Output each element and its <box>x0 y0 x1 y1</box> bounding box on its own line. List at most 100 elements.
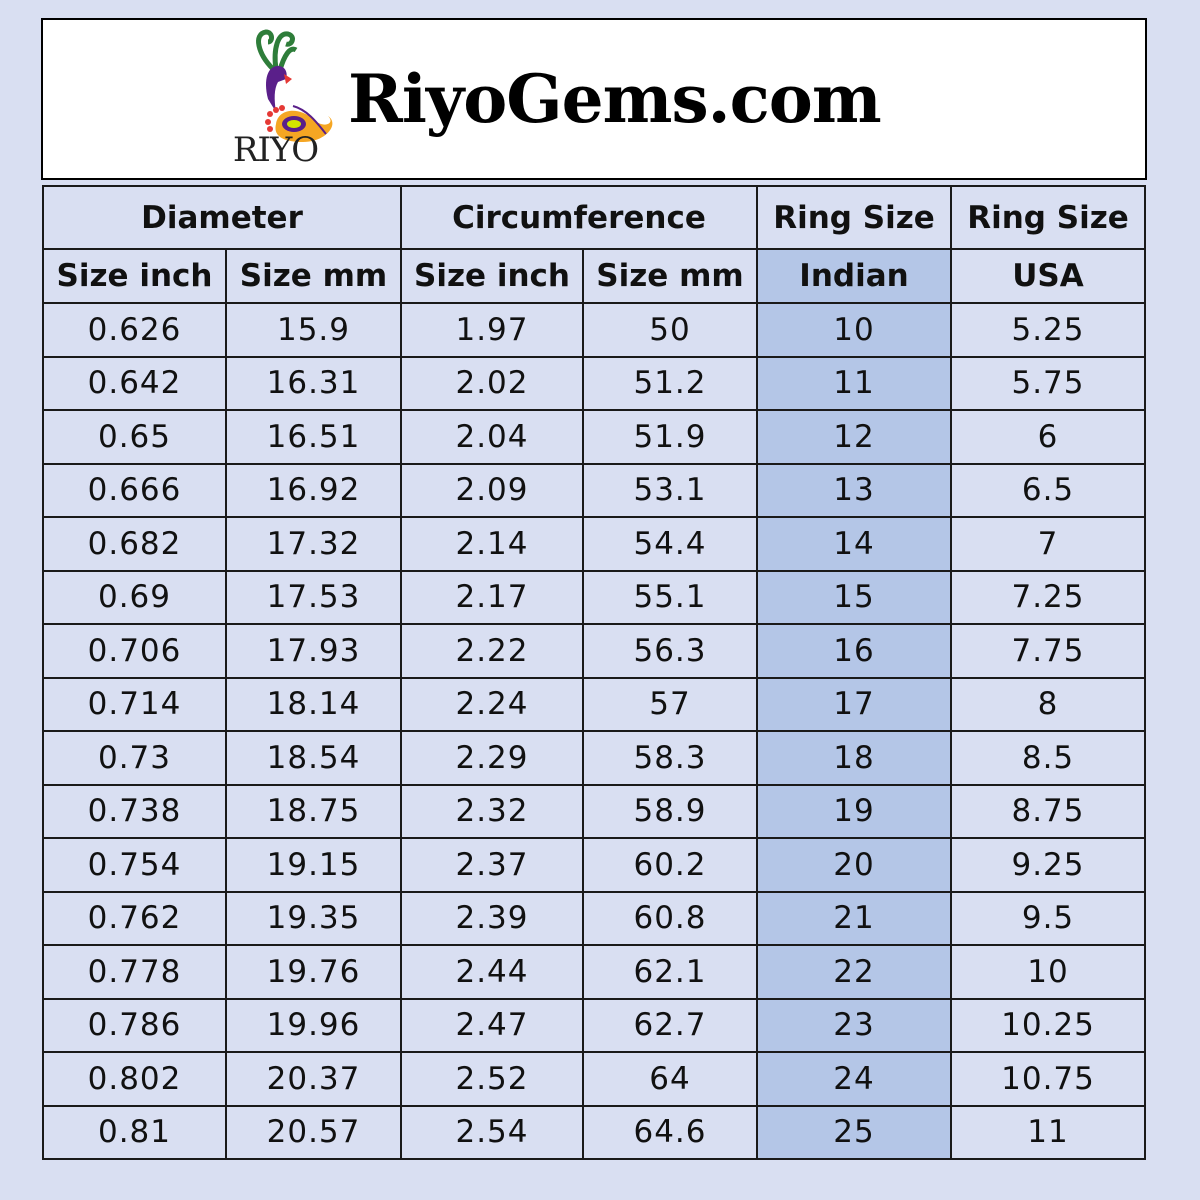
table-row: 0.642 16.31 2.02 51.2 11 5.75 <box>42 355 1146 411</box>
cell-indian-size: 16 <box>756 623 952 679</box>
cell-circumference-mm: 58.3 <box>582 730 758 786</box>
cell-circumference-inch: 2.37 <box>400 837 584 893</box>
cell-diameter-inch: 0.65 <box>42 409 227 465</box>
table-row: 0.786 19.96 2.47 62.7 23 10.25 <box>42 997 1146 1053</box>
cell-usa-size: 10.75 <box>950 1051 1146 1107</box>
table-row: 0.682 17.32 2.14 54.4 14 7 <box>42 516 1146 572</box>
cell-indian-size: 14 <box>756 516 952 572</box>
cell-circumference-mm: 54.4 <box>582 516 758 572</box>
cell-diameter-mm: 17.53 <box>225 569 402 625</box>
cell-indian-size: 15 <box>756 569 952 625</box>
cell-circumference-mm: 51.9 <box>582 409 758 465</box>
cell-usa-size: 8 <box>950 676 1146 732</box>
cell-diameter-inch: 0.754 <box>42 837 227 893</box>
cell-diameter-mm: 20.57 <box>225 1104 402 1160</box>
cell-diameter-inch: 0.73 <box>42 730 227 786</box>
peacock-logo-icon <box>256 29 333 142</box>
cell-circumference-inch: 2.22 <box>400 623 584 679</box>
cell-diameter-mm: 18.14 <box>225 676 402 732</box>
cell-circumference-mm: 60.2 <box>582 837 758 893</box>
header-diameter: Diameter <box>42 185 402 250</box>
col-circumference-inch: Size inch <box>400 248 584 304</box>
col-circumference-mm: Size mm <box>582 248 758 304</box>
cell-usa-size: 5.75 <box>950 355 1146 411</box>
cell-circumference-inch: 2.32 <box>400 783 584 839</box>
cell-indian-size: 20 <box>756 837 952 893</box>
cell-diameter-inch: 0.786 <box>42 997 227 1053</box>
cell-diameter-mm: 18.54 <box>225 730 402 786</box>
cell-indian-size: 22 <box>756 944 952 1000</box>
table-row: 0.714 18.14 2.24 57 17 8 <box>42 676 1146 732</box>
cell-circumference-inch: 2.14 <box>400 516 584 572</box>
table-row: 0.73 18.54 2.29 58.3 18 8.5 <box>42 730 1146 786</box>
table-row: 0.762 19.35 2.39 60.8 21 9.5 <box>42 890 1146 946</box>
cell-usa-size: 7.25 <box>950 569 1146 625</box>
cell-diameter-inch: 0.642 <box>42 355 227 411</box>
table-row: 0.778 19.76 2.44 62.1 22 10 <box>42 944 1146 1000</box>
cell-indian-size: 21 <box>756 890 952 946</box>
cell-usa-size: 6.5 <box>950 462 1146 518</box>
cell-indian-size: 19 <box>756 783 952 839</box>
cell-circumference-inch: 2.44 <box>400 944 584 1000</box>
cell-diameter-mm: 19.96 <box>225 997 402 1053</box>
table-row: 0.69 17.53 2.17 55.1 15 7.25 <box>42 569 1146 625</box>
cell-diameter-mm: 19.15 <box>225 837 402 893</box>
cell-circumference-mm: 51.2 <box>582 355 758 411</box>
cell-diameter-mm: 19.76 <box>225 944 402 1000</box>
cell-diameter-mm: 16.51 <box>225 409 402 465</box>
cell-diameter-mm: 16.92 <box>225 462 402 518</box>
cell-diameter-mm: 18.75 <box>225 783 402 839</box>
col-diameter-mm: Size mm <box>225 248 402 304</box>
cell-diameter-mm: 15.9 <box>225 302 402 358</box>
cell-diameter-inch: 0.714 <box>42 676 227 732</box>
cell-usa-size: 7 <box>950 516 1146 572</box>
cell-circumference-inch: 1.97 <box>400 302 584 358</box>
cell-circumference-mm: 57 <box>582 676 758 732</box>
cell-usa-size: 11 <box>950 1104 1146 1160</box>
group-header-row: Diameter Circumference Ring Size Ring Si… <box>42 185 1146 250</box>
cell-usa-size: 9.25 <box>950 837 1146 893</box>
cell-diameter-inch: 0.762 <box>42 890 227 946</box>
table-row: 0.65 16.51 2.04 51.9 12 6 <box>42 409 1146 465</box>
cell-indian-size: 12 <box>756 409 952 465</box>
cell-usa-size: 7.75 <box>950 623 1146 679</box>
col-usa: USA <box>950 248 1146 304</box>
cell-indian-size: 11 <box>756 355 952 411</box>
table-row: 0.754 19.15 2.37 60.2 20 9.25 <box>42 837 1146 893</box>
cell-circumference-inch: 2.39 <box>400 890 584 946</box>
cell-diameter-inch: 0.81 <box>42 1104 227 1160</box>
header-circumference: Circumference <box>400 185 758 250</box>
table-row: 0.626 15.9 1.97 50 10 5.25 <box>42 302 1146 358</box>
cell-circumference-inch: 2.54 <box>400 1104 584 1160</box>
cell-diameter-inch: 0.69 <box>42 569 227 625</box>
cell-diameter-mm: 20.37 <box>225 1051 402 1107</box>
cell-indian-size: 23 <box>756 997 952 1053</box>
cell-circumference-mm: 50 <box>582 302 758 358</box>
table-row: 0.81 20.57 2.54 64.6 25 11 <box>42 1104 1146 1160</box>
cell-usa-size: 5.25 <box>950 302 1146 358</box>
site-title: RiyoGems.com <box>348 60 882 138</box>
table-row: 0.802 20.37 2.52 64 24 10.75 <box>42 1051 1146 1107</box>
cell-indian-size: 10 <box>756 302 952 358</box>
cell-usa-size: 6 <box>950 409 1146 465</box>
header-ring-size-usa: Ring Size <box>950 185 1146 250</box>
cell-diameter-inch: 0.706 <box>42 623 227 679</box>
cell-indian-size: 18 <box>756 730 952 786</box>
cell-usa-size: 10 <box>950 944 1146 1000</box>
col-diameter-inch: Size inch <box>42 248 227 304</box>
cell-circumference-mm: 58.9 <box>582 783 758 839</box>
cell-circumference-inch: 2.17 <box>400 569 584 625</box>
cell-circumference-inch: 2.02 <box>400 355 584 411</box>
cell-diameter-inch: 0.626 <box>42 302 227 358</box>
cell-indian-size: 17 <box>756 676 952 732</box>
brand-banner: RIYO RiyoGems.com <box>41 18 1147 180</box>
cell-diameter-mm: 17.93 <box>225 623 402 679</box>
table-row: 0.706 17.93 2.22 56.3 16 7.75 <box>42 623 1146 679</box>
table-row: 0.666 16.92 2.09 53.1 13 6.5 <box>42 462 1146 518</box>
cell-usa-size: 9.5 <box>950 890 1146 946</box>
table-row: 0.738 18.75 2.32 58.9 19 8.75 <box>42 783 1146 839</box>
cell-circumference-mm: 53.1 <box>582 462 758 518</box>
logo-wordmark: RIYO <box>232 130 319 170</box>
cell-indian-size: 24 <box>756 1051 952 1107</box>
header-ring-size-indian: Ring Size <box>756 185 952 250</box>
